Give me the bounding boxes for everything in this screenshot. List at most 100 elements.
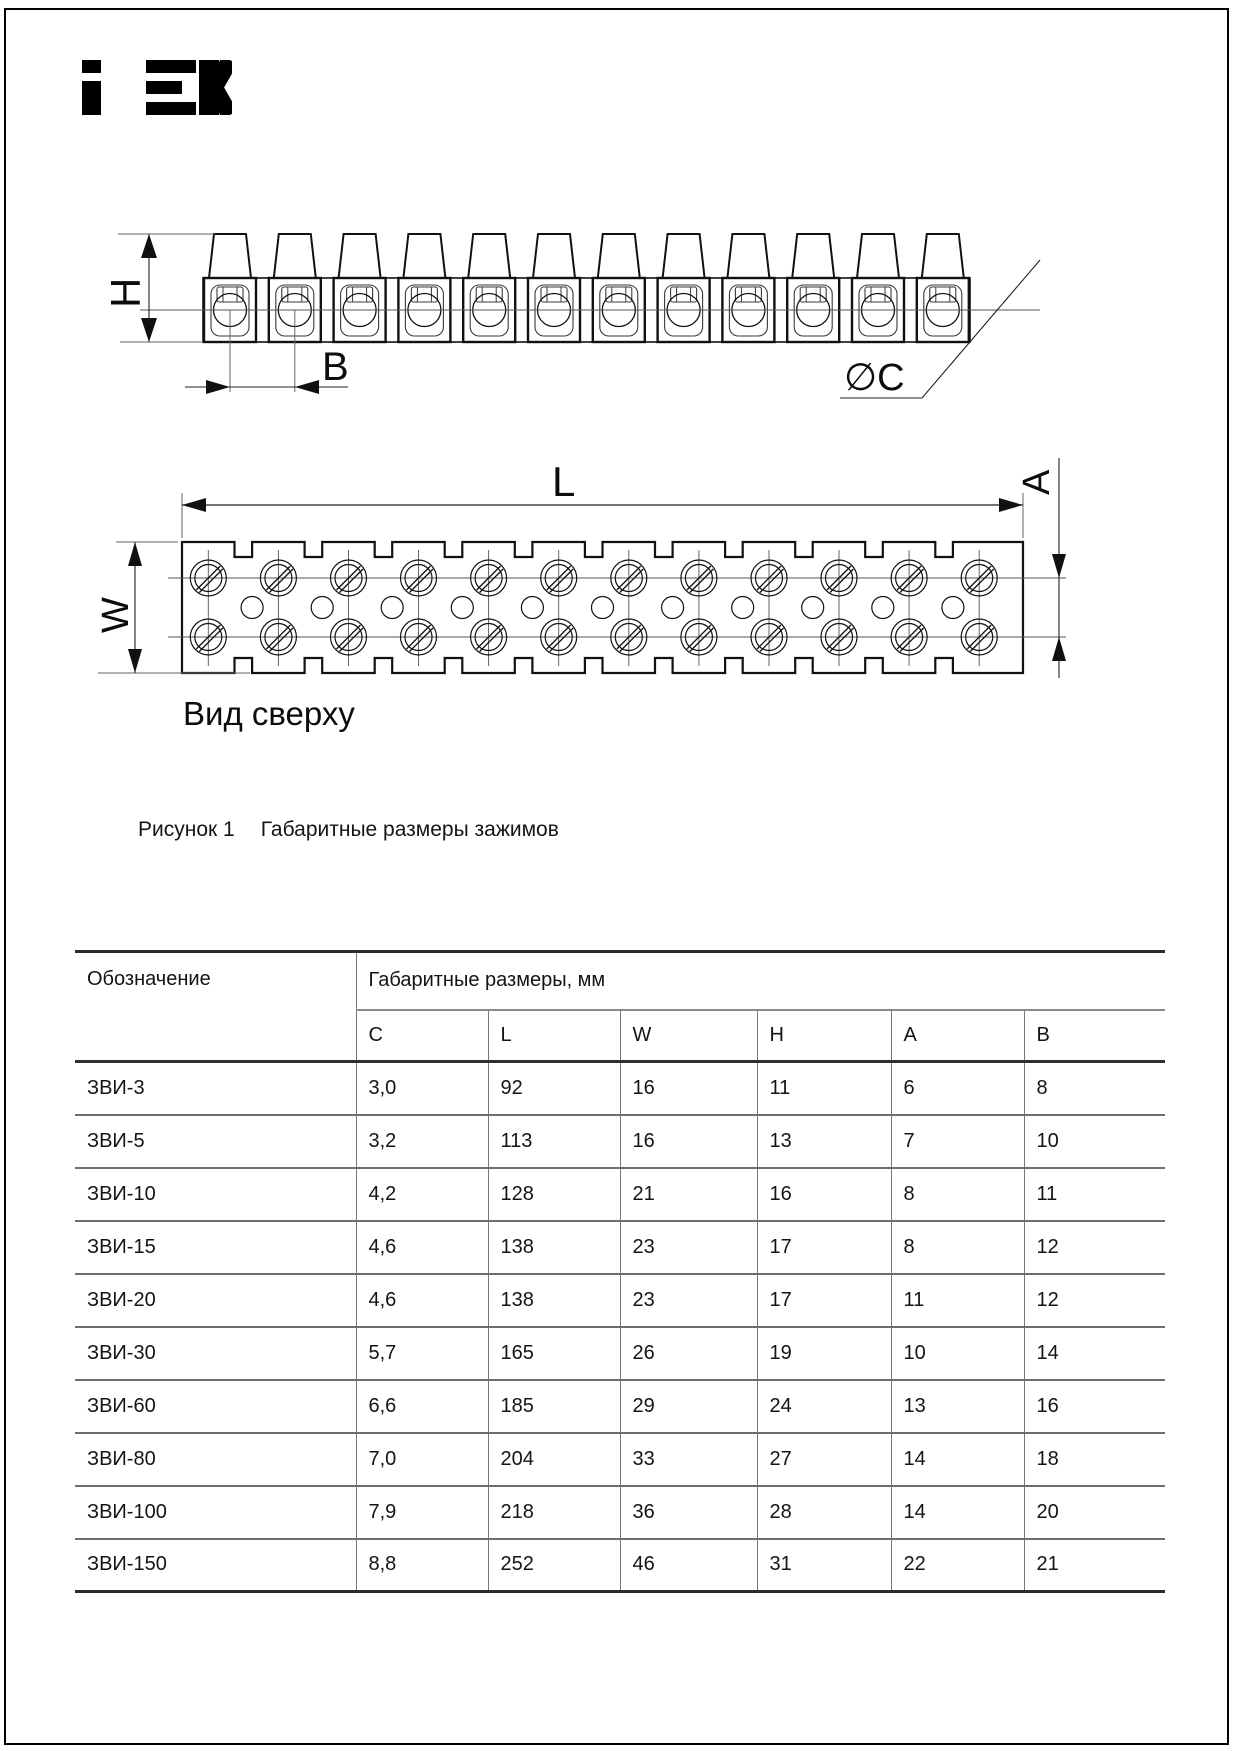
cell-name: ЗВИ-20	[87, 1288, 156, 1311]
cell-a: 14	[890, 1485, 1024, 1539]
cell-b: 16	[1023, 1379, 1165, 1433]
cell-a: 7	[890, 1114, 1024, 1168]
top-view-label: Вид сверху	[183, 695, 355, 732]
dim-l-label: L	[552, 458, 575, 505]
table-row: ЗВИ-100 7,9 218 36 28 14 20	[75, 1485, 1165, 1539]
table-row: ЗВИ-15 4,6 138 23 17 8 12	[75, 1220, 1165, 1274]
cell-l: 92	[487, 1061, 620, 1115]
cell-h: 27	[756, 1432, 891, 1486]
wire-holes	[240, 595, 965, 620]
cell-l: 252	[487, 1538, 620, 1592]
cell-b: 8	[1023, 1061, 1165, 1115]
table-row: ЗВИ-3 3,0 92 16 11 6 8	[75, 1061, 1165, 1115]
dimension-l: L	[181, 458, 1024, 538]
cell-l: 165	[487, 1326, 620, 1380]
cell-b: 12	[1023, 1220, 1165, 1274]
cell-b: 20	[1023, 1485, 1165, 1539]
dimension-b: B	[185, 310, 349, 394]
cell-name: ЗВИ-60	[87, 1394, 156, 1417]
cell-h: 16	[756, 1167, 891, 1221]
col-header-a: A	[890, 1009, 1024, 1062]
cell-a: 8	[890, 1167, 1024, 1221]
iek-logo	[82, 60, 232, 115]
cell-b: 11	[1023, 1167, 1165, 1221]
cell-l: 204	[487, 1432, 620, 1486]
cell-w: 46	[619, 1538, 757, 1592]
cell-b: 12	[1023, 1273, 1165, 1327]
cell-w: 16	[619, 1061, 757, 1115]
figure-number: Рисунок 1	[138, 818, 235, 841]
cell-w: 23	[619, 1273, 757, 1327]
cell-a: 14	[890, 1432, 1024, 1486]
col-header-c: C	[355, 1009, 488, 1062]
cell-c: 4,6	[355, 1220, 488, 1274]
cell-l: 113	[487, 1114, 620, 1168]
dimension-a: A	[1016, 458, 1066, 678]
cell-c: 8,8	[355, 1538, 488, 1592]
table-row: ЗВИ-5 3,2 113 16 13 7 10	[75, 1114, 1165, 1168]
cell-a: 11	[890, 1273, 1024, 1327]
dim-h-label: H	[102, 278, 149, 308]
col-header-l: L	[487, 1009, 620, 1062]
cell-b: 10	[1023, 1114, 1165, 1168]
table-row: ЗВИ-150 8,8 252 46 31 22 21	[75, 1538, 1165, 1592]
cell-a: 8	[890, 1220, 1024, 1274]
cell-h: 28	[756, 1485, 891, 1539]
cell-h: 19	[756, 1326, 891, 1380]
cell-c: 7,9	[355, 1485, 488, 1539]
dim-w-label: W	[95, 597, 137, 633]
cell-h: 13	[756, 1114, 891, 1168]
cell-w: 16	[619, 1114, 757, 1168]
cell-l: 138	[487, 1273, 620, 1327]
cell-c: 4,6	[355, 1273, 488, 1327]
cell-b: 21	[1023, 1538, 1165, 1592]
cell-b: 18	[1023, 1432, 1165, 1486]
cell-name: ЗВИ-30	[87, 1341, 156, 1364]
cell-c: 6,6	[355, 1379, 488, 1433]
cell-w: 33	[619, 1432, 757, 1486]
cell-w: 23	[619, 1220, 757, 1274]
cell-c: 3,0	[355, 1061, 488, 1115]
dimension-c: ∅C	[840, 259, 1041, 399]
cell-l: 218	[487, 1485, 620, 1539]
cell-c: 5,7	[355, 1326, 488, 1380]
cell-name: ЗВИ-10	[87, 1182, 156, 1205]
header-dimensions-group: Габаритные размеры, мм	[355, 951, 1165, 1011]
dim-c-label: ∅C	[844, 357, 905, 399]
cell-name: ЗВИ-80	[87, 1447, 156, 1470]
cell-w: 36	[619, 1485, 757, 1539]
dim-a-label: A	[1016, 469, 1058, 495]
col-header-w: W	[619, 1009, 757, 1062]
dimensions-table: Обозначение Габаритные размеры, мм C L W…	[75, 950, 1165, 1593]
cell-name: ЗВИ-5	[87, 1129, 145, 1152]
cell-h: 31	[756, 1538, 891, 1592]
cell-l: 128	[487, 1167, 620, 1221]
top-view-drawing: L A W Вид сверху	[95, 458, 1066, 732]
table-row: ЗВИ-80 7,0 204 33 27 14 18	[75, 1432, 1165, 1486]
side-view-drawing: H B ∅C	[102, 232, 1041, 399]
table-row: ЗВИ-10 4,2 128 21 16 8 11	[75, 1167, 1165, 1221]
iek-logo-glyphs	[82, 60, 232, 115]
col-header-h: H	[756, 1009, 891, 1062]
table-row: ЗВИ-30 5,7 165 26 19 10 14	[75, 1326, 1165, 1380]
col-header-b: B	[1023, 1009, 1165, 1062]
table-row: ЗВИ-20 4,6 138 23 17 11 12	[75, 1273, 1165, 1327]
cell-a: 13	[890, 1379, 1024, 1433]
dimension-w: W	[95, 541, 250, 674]
cell-h: 11	[756, 1061, 891, 1115]
cell-b: 14	[1023, 1326, 1165, 1380]
cell-w: 21	[619, 1167, 757, 1221]
cell-name: ЗВИ-150	[87, 1553, 167, 1576]
cell-h: 24	[756, 1379, 891, 1433]
cell-c: 7,0	[355, 1432, 488, 1486]
dim-b-label: B	[322, 345, 349, 389]
figure-caption: Рисунок 1 Габаритные размеры зажимов	[138, 818, 559, 842]
cell-a: 22	[890, 1538, 1024, 1592]
cell-name: ЗВИ-3	[87, 1076, 145, 1099]
screw-columns	[189, 550, 998, 666]
cell-a: 6	[890, 1061, 1024, 1115]
figure-title: Габаритные размеры зажимов	[260, 818, 559, 841]
cell-w: 26	[619, 1326, 757, 1380]
cell-name: ЗВИ-15	[87, 1235, 156, 1258]
cell-l: 138	[487, 1220, 620, 1274]
